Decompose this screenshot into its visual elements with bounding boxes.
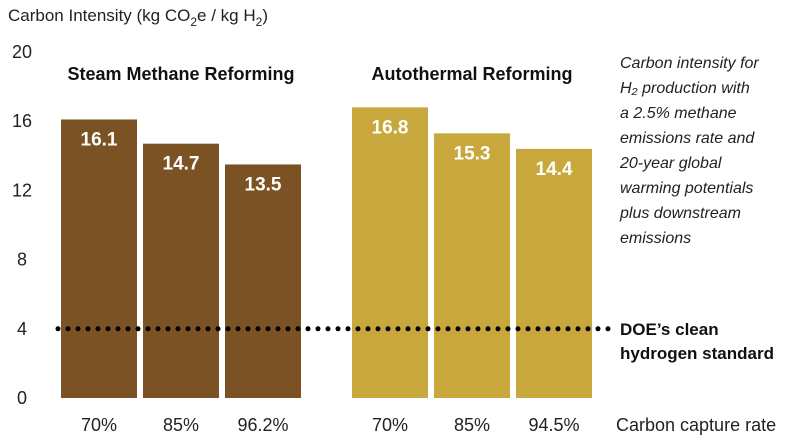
bar: [434, 133, 510, 398]
reference-line-label-line: DOE’s clean: [620, 320, 719, 339]
x-tick-label: 70%: [372, 415, 408, 435]
y-axis-title-part: ): [262, 6, 268, 25]
y-tick-label: 12: [12, 180, 32, 200]
chart-annotation-line: Carbon intensity for: [620, 55, 759, 72]
y-axis-title-part: Carbon Intensity (kg CO: [8, 6, 190, 25]
x-axis-title: Carbon capture rate: [616, 415, 776, 435]
group-label: Autothermal Reforming: [371, 64, 572, 84]
x-tick-label: 96.2%: [237, 415, 288, 435]
x-tick-label: 94.5%: [528, 415, 579, 435]
bar: [143, 143, 219, 398]
bar: [352, 107, 428, 399]
bar: [225, 164, 301, 398]
y-axis-title-part: e / kg H: [197, 6, 256, 25]
x-tick-label: 85%: [454, 415, 490, 435]
bar-value-label: 16.8: [372, 117, 409, 138]
reference-line-label-line: hydrogen standard: [620, 344, 774, 363]
y-axis-title-subscript: 2: [256, 15, 263, 29]
y-axis-title-subscript: 2: [190, 15, 197, 29]
bar-value-label: 16.1: [81, 129, 118, 150]
chart-annotation-line: emissions: [620, 230, 691, 247]
y-tick-label: 8: [17, 250, 27, 270]
group-label: Steam Methane Reforming: [67, 64, 294, 84]
bar-value-label: 15.3: [454, 143, 491, 164]
x-tick-label: 85%: [163, 415, 199, 435]
y-tick-label: 20: [12, 42, 32, 62]
bar-value-label: 14.7: [163, 154, 200, 175]
bar-value-label: 14.4: [536, 159, 573, 180]
chart-annotation-line: warming potentials: [620, 180, 753, 197]
bar-value-label: 13.5: [245, 174, 282, 195]
y-tick-label: 16: [12, 111, 32, 131]
x-tick-label: 70%: [81, 415, 117, 435]
bar: [516, 148, 592, 398]
bar-groups: Steam Methane Reforming 16.1 70% 14.7 85% 13.…: [61, 64, 592, 435]
chart-annotation-line: plus downstream: [619, 205, 741, 222]
bar-group: Steam Methane Reforming 16.1 70% 14.7 85% 13.…: [61, 64, 301, 435]
y-tick-label: 0: [17, 388, 27, 408]
bar-group: Autothermal Reforming 16.8 70% 15.3 85% 14.4 9…: [352, 64, 592, 435]
y-axis-ticks: 0 4 8 12 16 20: [12, 42, 32, 408]
reference-line-label: DOE’s clean hydrogen standard: [620, 320, 774, 363]
chart-annotation: Carbon intensity for H₂ production with a …: [619, 55, 759, 247]
chart-annotation-line: H₂ production with: [620, 80, 750, 97]
chart-annotation-line: a 2.5% methane: [620, 105, 737, 122]
chart-annotation-line: 20-year global: [619, 155, 722, 172]
bar: [61, 119, 137, 398]
chart-annotation-line: emissions rate and: [620, 130, 755, 147]
y-axis-title: Carbon Intensity (kg CO2e / kg H2): [8, 6, 268, 29]
y-tick-label: 4: [17, 319, 27, 339]
